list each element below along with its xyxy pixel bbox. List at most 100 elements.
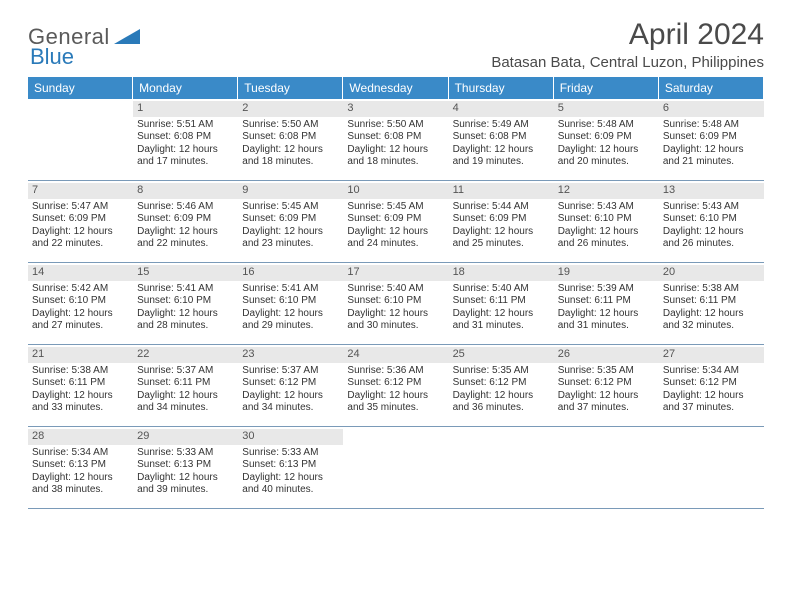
day-info: Sunrise: 5:37 AMSunset: 6:11 PMDaylight:… bbox=[137, 365, 234, 415]
weekday-header: Tuesday bbox=[238, 77, 343, 99]
day-cell: 17 Sunrise: 5:40 AMSunset: 6:10 PMDayligh… bbox=[343, 263, 448, 345]
day-number: 10 bbox=[343, 183, 448, 199]
day-cell: 19 Sunrise: 5:39 AMSunset: 6:11 PMDayligh… bbox=[554, 263, 659, 345]
day-number: 23 bbox=[238, 347, 343, 363]
day-number: 3 bbox=[343, 101, 448, 117]
weekday-header: Sunday bbox=[28, 77, 133, 99]
day-cell: 9 Sunrise: 5:45 AMSunset: 6:09 PMDaylight… bbox=[238, 181, 343, 263]
day-number: 9 bbox=[238, 183, 343, 199]
day-number: 24 bbox=[343, 347, 448, 363]
day-number: 26 bbox=[554, 347, 659, 363]
day-number: 29 bbox=[133, 429, 238, 445]
day-info: Sunrise: 5:40 AMSunset: 6:10 PMDaylight:… bbox=[347, 283, 444, 333]
day-number: 20 bbox=[659, 265, 764, 281]
day-cell: 3 Sunrise: 5:50 AMSunset: 6:08 PMDaylight… bbox=[343, 99, 448, 181]
day-cell: 5 Sunrise: 5:48 AMSunset: 6:09 PMDaylight… bbox=[554, 99, 659, 181]
month-title: April 2024 bbox=[491, 18, 764, 52]
day-info: Sunrise: 5:36 AMSunset: 6:12 PMDaylight:… bbox=[347, 365, 444, 415]
day-info: Sunrise: 5:47 AMSunset: 6:09 PMDaylight:… bbox=[32, 201, 129, 251]
day-info: Sunrise: 5:37 AMSunset: 6:12 PMDaylight:… bbox=[242, 365, 339, 415]
day-info: Sunrise: 5:42 AMSunset: 6:10 PMDaylight:… bbox=[32, 283, 129, 333]
title-block: April 2024 Batasan Bata, Central Luzon, … bbox=[491, 18, 764, 71]
day-number: 27 bbox=[659, 347, 764, 363]
day-info: Sunrise: 5:35 AMSunset: 6:12 PMDaylight:… bbox=[558, 365, 655, 415]
weekday-header: Saturday bbox=[659, 77, 764, 99]
day-cell: 11Sunrise: 5:44 AMSunset: 6:09 PMDayligh… bbox=[449, 181, 554, 263]
day-cell: 15 Sunrise: 5:41 AMSunset: 6:10 PMDayligh… bbox=[133, 263, 238, 345]
day-cell: 12 Sunrise: 5:43 AMSunset: 6:10 PMDayligh… bbox=[554, 181, 659, 263]
day-info: Sunrise: 5:34 AMSunset: 6:13 PMDaylight:… bbox=[32, 447, 129, 497]
day-info: Sunrise: 5:50 AMSunset: 6:08 PMDaylight:… bbox=[347, 119, 444, 169]
weekday-header: Friday bbox=[554, 77, 659, 99]
day-number: 18 bbox=[449, 265, 554, 281]
day-cell: 20 Sunrise: 5:38 AMSunset: 6:11 PMDayligh… bbox=[659, 263, 764, 345]
day-number: 16 bbox=[238, 265, 343, 281]
day-info: Sunrise: 5:33 AMSunset: 6:13 PMDaylight:… bbox=[137, 447, 234, 497]
day-info: Sunrise: 5:51 AMSunset: 6:08 PMDaylight:… bbox=[137, 119, 234, 169]
day-info: Sunrise: 5:48 AMSunset: 6:09 PMDaylight:… bbox=[558, 119, 655, 169]
day-cell bbox=[343, 427, 448, 509]
header: General April 2024 Batasan Bata, Central… bbox=[28, 18, 764, 71]
day-cell: 24 Sunrise: 5:36 AMSunset: 6:12 PMDayligh… bbox=[343, 345, 448, 427]
logo-triangle-icon bbox=[114, 26, 140, 49]
day-info: Sunrise: 5:40 AMSunset: 6:11 PMDaylight:… bbox=[453, 283, 550, 333]
location: Batasan Bata, Central Luzon, Philippines bbox=[491, 54, 764, 71]
weekday-header: Wednesday bbox=[343, 77, 448, 99]
day-cell: 30Sunrise: 5:33 AMSunset: 6:13 PMDayligh… bbox=[238, 427, 343, 509]
day-number: 19 bbox=[554, 265, 659, 281]
day-info: Sunrise: 5:34 AMSunset: 6:12 PMDaylight:… bbox=[663, 365, 760, 415]
day-cell: 28 Sunrise: 5:34 AMSunset: 6:13 PMDayligh… bbox=[28, 427, 133, 509]
day-number: 13 bbox=[659, 183, 764, 199]
day-info: Sunrise: 5:41 AMSunset: 6:10 PMDaylight:… bbox=[137, 283, 234, 333]
day-number: 15 bbox=[133, 265, 238, 281]
day-cell: 21 Sunrise: 5:38 AMSunset: 6:11 PMDayligh… bbox=[28, 345, 133, 427]
logo-text-blue: Blue bbox=[30, 44, 74, 70]
day-cell: 25 Sunrise: 5:35 AMSunset: 6:12 PMDayligh… bbox=[449, 345, 554, 427]
day-number: 12 bbox=[554, 183, 659, 199]
day-cell: 10 Sunrise: 5:45 AMSunset: 6:09 PMDayligh… bbox=[343, 181, 448, 263]
day-number: 6 bbox=[659, 101, 764, 117]
day-cell: 4Sunrise: 5:49 AMSunset: 6:08 PMDaylight… bbox=[449, 99, 554, 181]
weekday-header: Monday bbox=[133, 77, 238, 99]
day-info: Sunrise: 5:35 AMSunset: 6:12 PMDaylight:… bbox=[453, 365, 550, 415]
day-number: 25 bbox=[449, 347, 554, 363]
day-number: 8 bbox=[133, 183, 238, 199]
day-info: Sunrise: 5:41 AMSunset: 6:10 PMDaylight:… bbox=[242, 283, 339, 333]
day-number: 30 bbox=[238, 429, 343, 445]
day-number: 17 bbox=[343, 265, 448, 281]
day-info: Sunrise: 5:38 AMSunset: 6:11 PMDaylight:… bbox=[32, 365, 129, 415]
day-cell bbox=[449, 427, 554, 509]
day-cell: 26 Sunrise: 5:35 AMSunset: 6:12 PMDayligh… bbox=[554, 345, 659, 427]
day-number: 21 bbox=[28, 347, 133, 363]
day-cell: 8 Sunrise: 5:46 AMSunset: 6:09 PMDaylight… bbox=[133, 181, 238, 263]
day-cell: 1 Sunrise: 5:51 AMSunset: 6:08 PMDaylight… bbox=[133, 99, 238, 181]
day-info: Sunrise: 5:39 AMSunset: 6:11 PMDaylight:… bbox=[558, 283, 655, 333]
day-number: 1 bbox=[133, 101, 238, 117]
day-info: Sunrise: 5:48 AMSunset: 6:09 PMDaylight:… bbox=[663, 119, 760, 169]
weekday-header: Thursday bbox=[449, 77, 554, 99]
day-number: 7 bbox=[28, 183, 133, 199]
day-number: 11 bbox=[449, 183, 554, 199]
day-info: Sunrise: 5:50 AMSunset: 6:08 PMDaylight:… bbox=[242, 119, 339, 169]
day-info: Sunrise: 5:43 AMSunset: 6:10 PMDaylight:… bbox=[558, 201, 655, 251]
day-info: Sunrise: 5:46 AMSunset: 6:09 PMDaylight:… bbox=[137, 201, 234, 251]
day-cell: 18 Sunrise: 5:40 AMSunset: 6:11 PMDayligh… bbox=[449, 263, 554, 345]
day-number: 28 bbox=[28, 429, 133, 445]
day-cell: 6 Sunrise: 5:48 AMSunset: 6:09 PMDaylight… bbox=[659, 99, 764, 181]
day-cell: 22Sunrise: 5:37 AMSunset: 6:11 PMDayligh… bbox=[133, 345, 238, 427]
day-info: Sunrise: 5:49 AMSunset: 6:08 PMDaylight:… bbox=[453, 119, 550, 169]
day-cell: 7 Sunrise: 5:47 AMSunset: 6:09 PMDaylight… bbox=[28, 181, 133, 263]
day-cell bbox=[554, 427, 659, 509]
day-cell: 23 Sunrise: 5:37 AMSunset: 6:12 PMDayligh… bbox=[238, 345, 343, 427]
day-info: Sunrise: 5:45 AMSunset: 6:09 PMDaylight:… bbox=[347, 201, 444, 251]
day-info: Sunrise: 5:45 AMSunset: 6:09 PMDaylight:… bbox=[242, 201, 339, 251]
calendar-grid: SundayMondayTuesdayWednesdayThursdayFrid… bbox=[28, 77, 764, 509]
day-number: 5 bbox=[554, 101, 659, 117]
day-cell: 29 Sunrise: 5:33 AMSunset: 6:13 PMDayligh… bbox=[133, 427, 238, 509]
day-info: Sunrise: 5:38 AMSunset: 6:11 PMDaylight:… bbox=[663, 283, 760, 333]
day-cell: 27 Sunrise: 5:34 AMSunset: 6:12 PMDayligh… bbox=[659, 345, 764, 427]
day-number: 14 bbox=[28, 265, 133, 281]
day-cell: 16 Sunrise: 5:41 AMSunset: 6:10 PMDayligh… bbox=[238, 263, 343, 345]
day-number: 2 bbox=[238, 101, 343, 117]
day-cell bbox=[659, 427, 764, 509]
